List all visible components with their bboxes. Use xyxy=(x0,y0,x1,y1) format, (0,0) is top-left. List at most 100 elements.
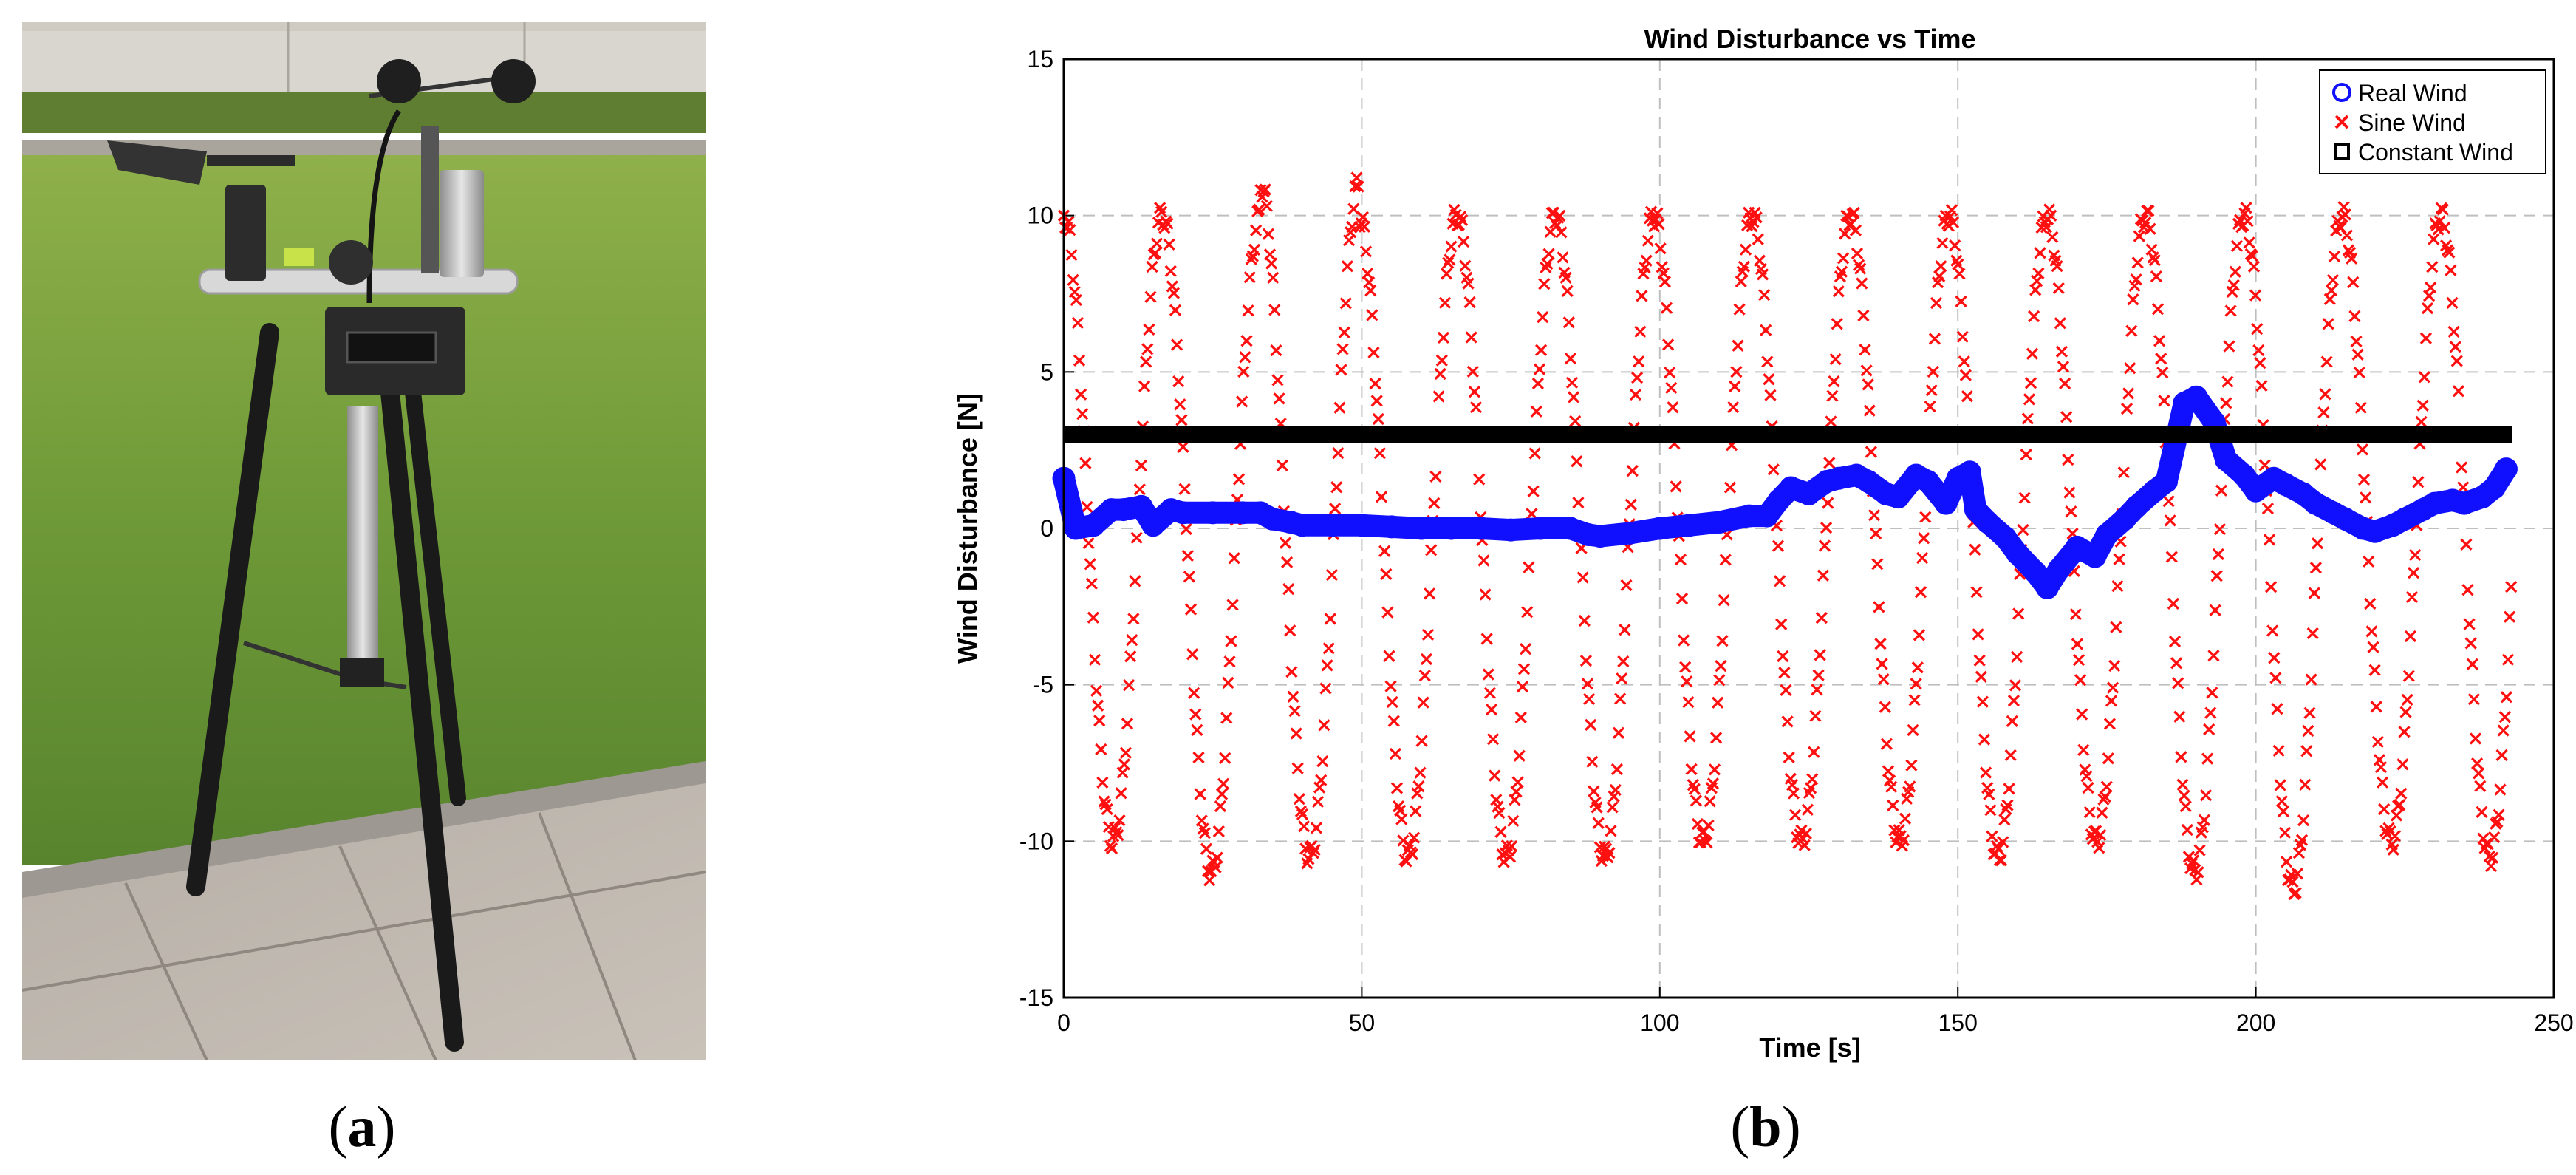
photo-wall xyxy=(22,22,706,92)
real-wind-point xyxy=(1291,514,1314,537)
real-wind-point xyxy=(1279,511,1302,534)
legend-sine-wind-label: Sine Wind xyxy=(2358,109,2466,136)
real-wind-point xyxy=(2262,466,2286,490)
y-tick-label: -10 xyxy=(1019,828,1053,854)
real-wind-point xyxy=(2321,501,2345,525)
real-wind-point xyxy=(2125,494,2148,518)
legend: Real Wind Sine Wind Constant Wind xyxy=(2319,69,2546,174)
real-wind-point xyxy=(1797,482,1820,505)
real-wind-point xyxy=(1350,514,1373,537)
real-wind-point xyxy=(1082,514,1105,537)
photo-wind-vane xyxy=(107,140,295,281)
real-wind-point xyxy=(1845,463,1868,487)
real-wind-point xyxy=(2274,473,2297,497)
photo-hedge xyxy=(22,92,706,133)
caption-panel-a-letter: a xyxy=(347,1094,377,1159)
real-wind-point xyxy=(1678,514,1701,537)
caption-panel-b-letter: b xyxy=(1749,1094,1782,1159)
caption-panel-b: (b) xyxy=(1730,1094,1801,1159)
real-wind-point xyxy=(2023,560,2047,584)
real-wind-point xyxy=(1856,470,1880,493)
real-wind-point xyxy=(2494,457,2518,481)
photo-pavement xyxy=(22,783,706,1060)
photo-mast xyxy=(347,406,378,687)
photo-anemometer xyxy=(366,59,536,304)
legend-constant-wind-label: Constant Wind xyxy=(2358,139,2513,166)
real-wind-point xyxy=(2214,448,2238,471)
y-tick-label: 10 xyxy=(1027,202,1053,229)
y-tick-label: -15 xyxy=(1019,984,1053,1011)
real-wind-point xyxy=(2482,476,2506,500)
y-tick-label: 0 xyxy=(1040,515,1053,542)
real-wind-point xyxy=(1976,511,2000,534)
legend-sine-wind-marker xyxy=(2334,115,2349,129)
wind-chart: 0 50 100 150 200 250 -15 -10 -5 0 5 10 15 Wind Distu… xyxy=(952,24,2574,1063)
legend-real-wind-label: Real Wind xyxy=(2358,80,2467,106)
real-wind-point xyxy=(1469,517,1493,540)
real-wind-point xyxy=(1141,514,1165,537)
real-wind-point xyxy=(1576,522,1600,546)
real-wind-point xyxy=(1439,517,1463,540)
real-wind-point xyxy=(1248,501,1272,525)
real-wind-point xyxy=(1887,486,1910,509)
real-wind-point xyxy=(2035,576,2059,599)
real-wind-point xyxy=(1648,517,1672,540)
real-wind-point xyxy=(1916,470,1940,493)
y-tick-label: -5 xyxy=(1033,672,1053,698)
real-wind-point xyxy=(2095,522,2119,546)
real-wind-point xyxy=(2411,498,2435,522)
real-wind-point xyxy=(1904,463,1928,487)
legend-box xyxy=(2319,69,2546,174)
legend-real-wind-marker xyxy=(2332,83,2351,102)
real-wind-point xyxy=(1320,514,1344,537)
real-wind-point xyxy=(1528,517,1552,540)
legend-constant-wind-marker xyxy=(2334,143,2350,160)
real-wind-point xyxy=(2393,507,2416,531)
photo-sensor-cap xyxy=(329,240,373,285)
real-wind-point xyxy=(1815,470,1839,493)
real-wind-point xyxy=(1958,460,1981,484)
real-wind-point xyxy=(1588,525,1612,548)
real-wind-point xyxy=(1201,501,1225,525)
real-wind-point xyxy=(1159,498,1183,522)
real-wind-point xyxy=(2244,479,2268,503)
real-wind-point xyxy=(1100,498,1124,522)
x-tick-label: 50 xyxy=(1349,1009,1376,1036)
real-wind-point xyxy=(1755,504,1779,528)
real-wind-point xyxy=(2155,470,2179,493)
real-wind-point xyxy=(2303,491,2327,515)
real-wind-layer xyxy=(1052,385,2518,599)
real-wind-point xyxy=(2334,507,2357,531)
real-wind-point xyxy=(1767,488,1791,512)
plot-frame xyxy=(1062,58,2555,999)
real-wind-point xyxy=(2441,488,2464,512)
x-tick-label: 0 xyxy=(1057,1009,1070,1036)
x-tick-label: 200 xyxy=(2236,1009,2275,1036)
real-wind-point xyxy=(1380,515,1404,539)
real-wind-point xyxy=(2184,385,2208,409)
real-wind-point xyxy=(2066,535,2089,559)
real-wind-point xyxy=(2381,514,2405,537)
y-axis-label: Wind Disturbance [N] xyxy=(952,393,983,664)
y-tick-label: 5 xyxy=(1040,358,1053,385)
real-wind-point xyxy=(1946,466,1969,490)
real-wind-point xyxy=(1130,494,1153,518)
real-wind-point xyxy=(1994,526,2018,550)
real-wind-point xyxy=(1964,498,1987,522)
x-axis-label: Time [s] xyxy=(1759,1032,1860,1063)
real-wind-point xyxy=(1171,501,1195,525)
real-wind-point xyxy=(2006,542,2029,565)
y-tick-label: 15 xyxy=(1027,46,1053,72)
caption-panel-a: (a) xyxy=(328,1094,396,1159)
x-tick-label: 250 xyxy=(2534,1009,2573,1036)
real-wind-point xyxy=(2351,517,2375,540)
real-wind-point xyxy=(1874,482,1898,505)
x-tick-label: 150 xyxy=(1938,1009,1978,1036)
real-wind-point xyxy=(1618,521,1641,545)
chart-title: Wind Disturbance vs Time xyxy=(1644,24,1975,54)
real-wind-point xyxy=(1499,518,1523,542)
real-wind-point xyxy=(1934,491,1958,515)
photo-weather-station xyxy=(22,22,706,1060)
real-wind-point xyxy=(2173,392,2196,415)
real-wind-point xyxy=(1707,511,1731,534)
